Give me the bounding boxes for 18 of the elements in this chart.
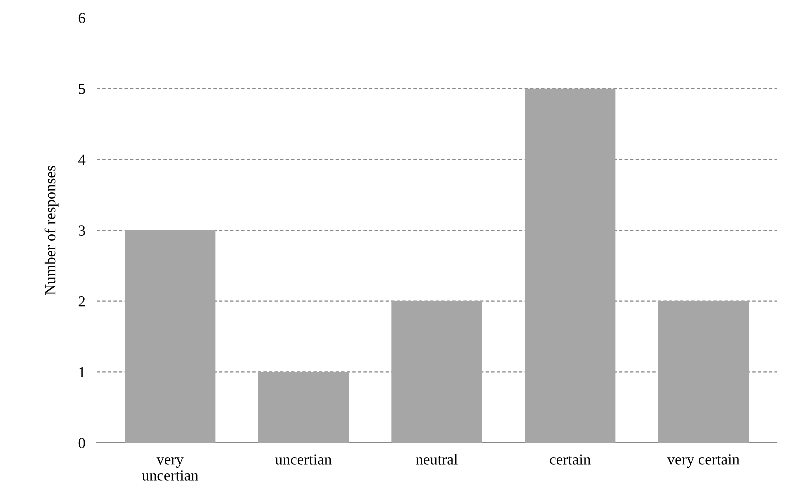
bar	[258, 372, 349, 443]
bar	[392, 301, 482, 443]
bar	[125, 230, 216, 443]
y-tick-label: 0	[78, 438, 86, 448]
x-tick-label: uncertian	[275, 454, 332, 465]
y-tick-label: 2	[78, 296, 86, 307]
x-tick-label: very certain	[667, 454, 740, 468]
y-axis-title: Number of responses	[44, 166, 59, 295]
bar	[525, 88, 616, 443]
y-tick-label: 1	[80, 367, 85, 378]
y-tick-label: 6	[78, 13, 86, 24]
y-tick-label: 4	[78, 154, 86, 165]
bar	[658, 301, 749, 443]
x-tick-label: certain	[550, 454, 591, 465]
x-tick-label: neutral	[416, 454, 458, 465]
y-tick-label: 3	[78, 226, 86, 236]
y-tick-label: 5	[79, 84, 86, 94]
x-tick-label: very uncertian	[142, 457, 199, 481]
